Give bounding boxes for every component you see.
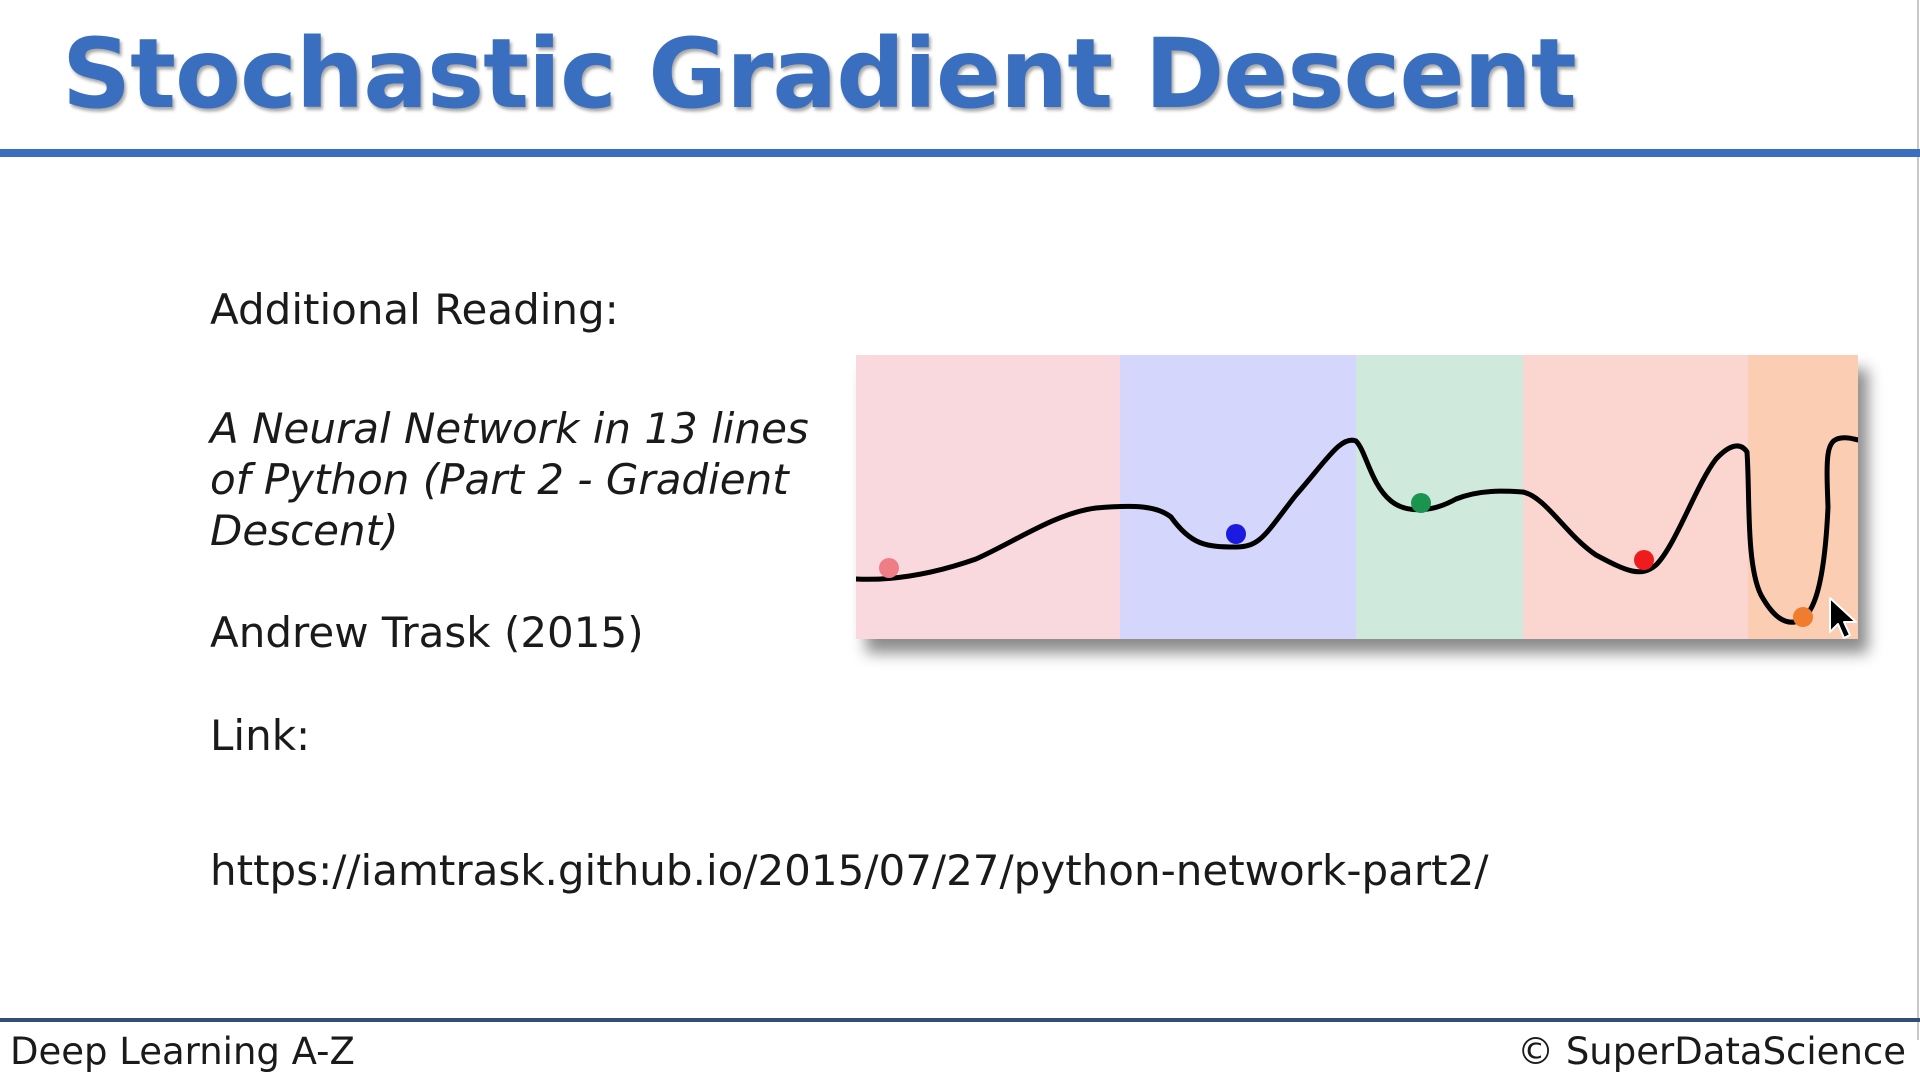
- loss-landscape-svg: [856, 355, 1858, 639]
- slide-title: Stochastic Gradient Descent: [62, 18, 1577, 130]
- course-name: Deep Learning A-Z: [10, 1030, 355, 1073]
- landscape-band: [1748, 355, 1858, 639]
- landscape-band: [1120, 355, 1356, 639]
- ball: [1634, 550, 1654, 570]
- link-label: Link:: [210, 711, 311, 760]
- ball: [1411, 493, 1431, 513]
- footer-divider: [0, 1018, 1920, 1022]
- article-title-line: Descent): [210, 506, 399, 555]
- article-title-line: of Python (Part 2 - Gradient: [210, 455, 789, 504]
- title-divider: [0, 149, 1920, 157]
- landscape-band: [1523, 355, 1748, 639]
- loss-landscape-illustration: [856, 355, 1858, 639]
- ball: [879, 558, 899, 578]
- article-url[interactable]: https://iamtrask.github.io/2015/07/27/py…: [210, 846, 1489, 895]
- article-author: Andrew Trask (2015): [210, 608, 644, 657]
- landscape-band: [856, 355, 1120, 639]
- copyright-notice: © SuperDataScience: [1517, 1030, 1906, 1073]
- ball: [1226, 524, 1246, 544]
- landscape-band: [1356, 355, 1523, 639]
- ball: [1793, 607, 1813, 627]
- article-title-line: A Neural Network in 13 lines: [210, 404, 809, 453]
- additional-reading-heading: Additional Reading:: [210, 285, 619, 334]
- article-title: A Neural Network in 13 lines of Python (…: [210, 403, 809, 556]
- mouse-cursor-icon: [1829, 597, 1857, 639]
- slide-right-edge: [1917, 0, 1919, 1040]
